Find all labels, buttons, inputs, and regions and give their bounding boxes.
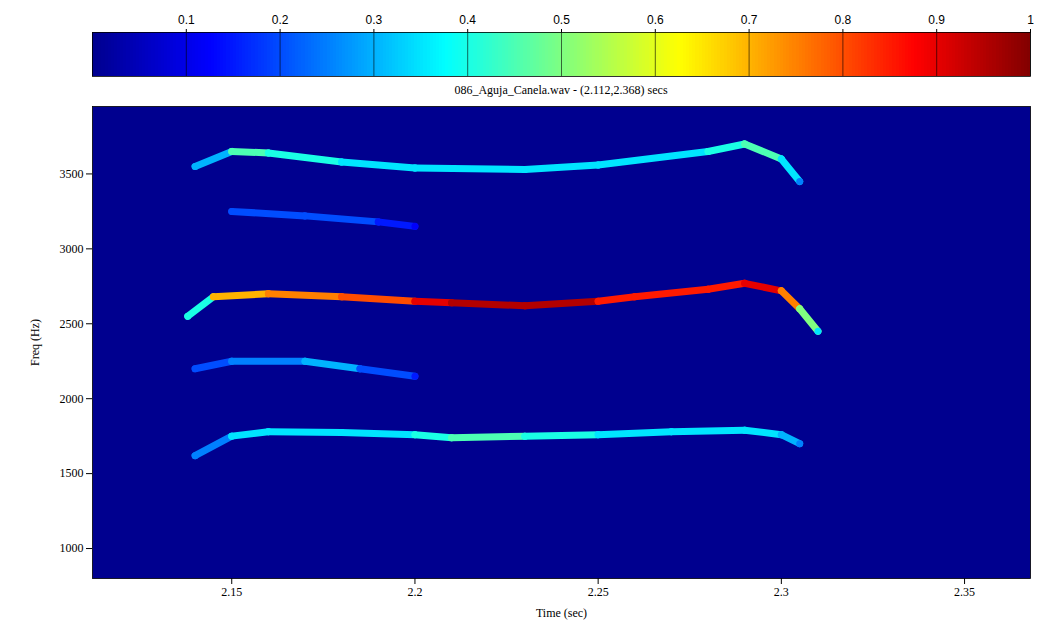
svg-text:0.5: 0.5 (553, 13, 570, 27)
svg-text:2.15: 2.15 (221, 585, 242, 599)
html-text:086_Aguja_Canela.wav - (2.112,: 086_Aguja_Canela.wav - (2.112,2.368) sec… (454, 83, 668, 97)
svg-text:0.7: 0.7 (741, 13, 758, 27)
svg-text:2.3: 2.3 (774, 585, 789, 599)
svg-text:Time (sec): Time (sec) (536, 606, 587, 620)
svg-text:2500: 2500 (60, 317, 84, 331)
svg-text:1500: 1500 (60, 466, 84, 480)
svg-text:2.35: 2.35 (954, 585, 975, 599)
svg-text:1000: 1000 (60, 541, 84, 555)
svg-text:0.8: 0.8 (835, 13, 852, 27)
svg-text:0.1: 0.1 (178, 13, 195, 27)
svg-text:2000: 2000 (60, 392, 84, 406)
svg-text:2.2: 2.2 (407, 585, 422, 599)
svg-text:1: 1 (1027, 13, 1034, 27)
svg-text:0.4: 0.4 (459, 13, 476, 27)
svg-text:3000: 3000 (60, 242, 84, 256)
svg-text:0.6: 0.6 (647, 13, 664, 27)
svg-text:0.3: 0.3 (366, 13, 383, 27)
svg-text:Freq (Hz): Freq (Hz) (28, 319, 42, 366)
svg-text:2.25: 2.25 (588, 585, 609, 599)
svg-text:3500: 3500 (60, 167, 84, 181)
svg-text:0.2: 0.2 (272, 13, 289, 27)
svg-text:0.9: 0.9 (928, 13, 945, 27)
